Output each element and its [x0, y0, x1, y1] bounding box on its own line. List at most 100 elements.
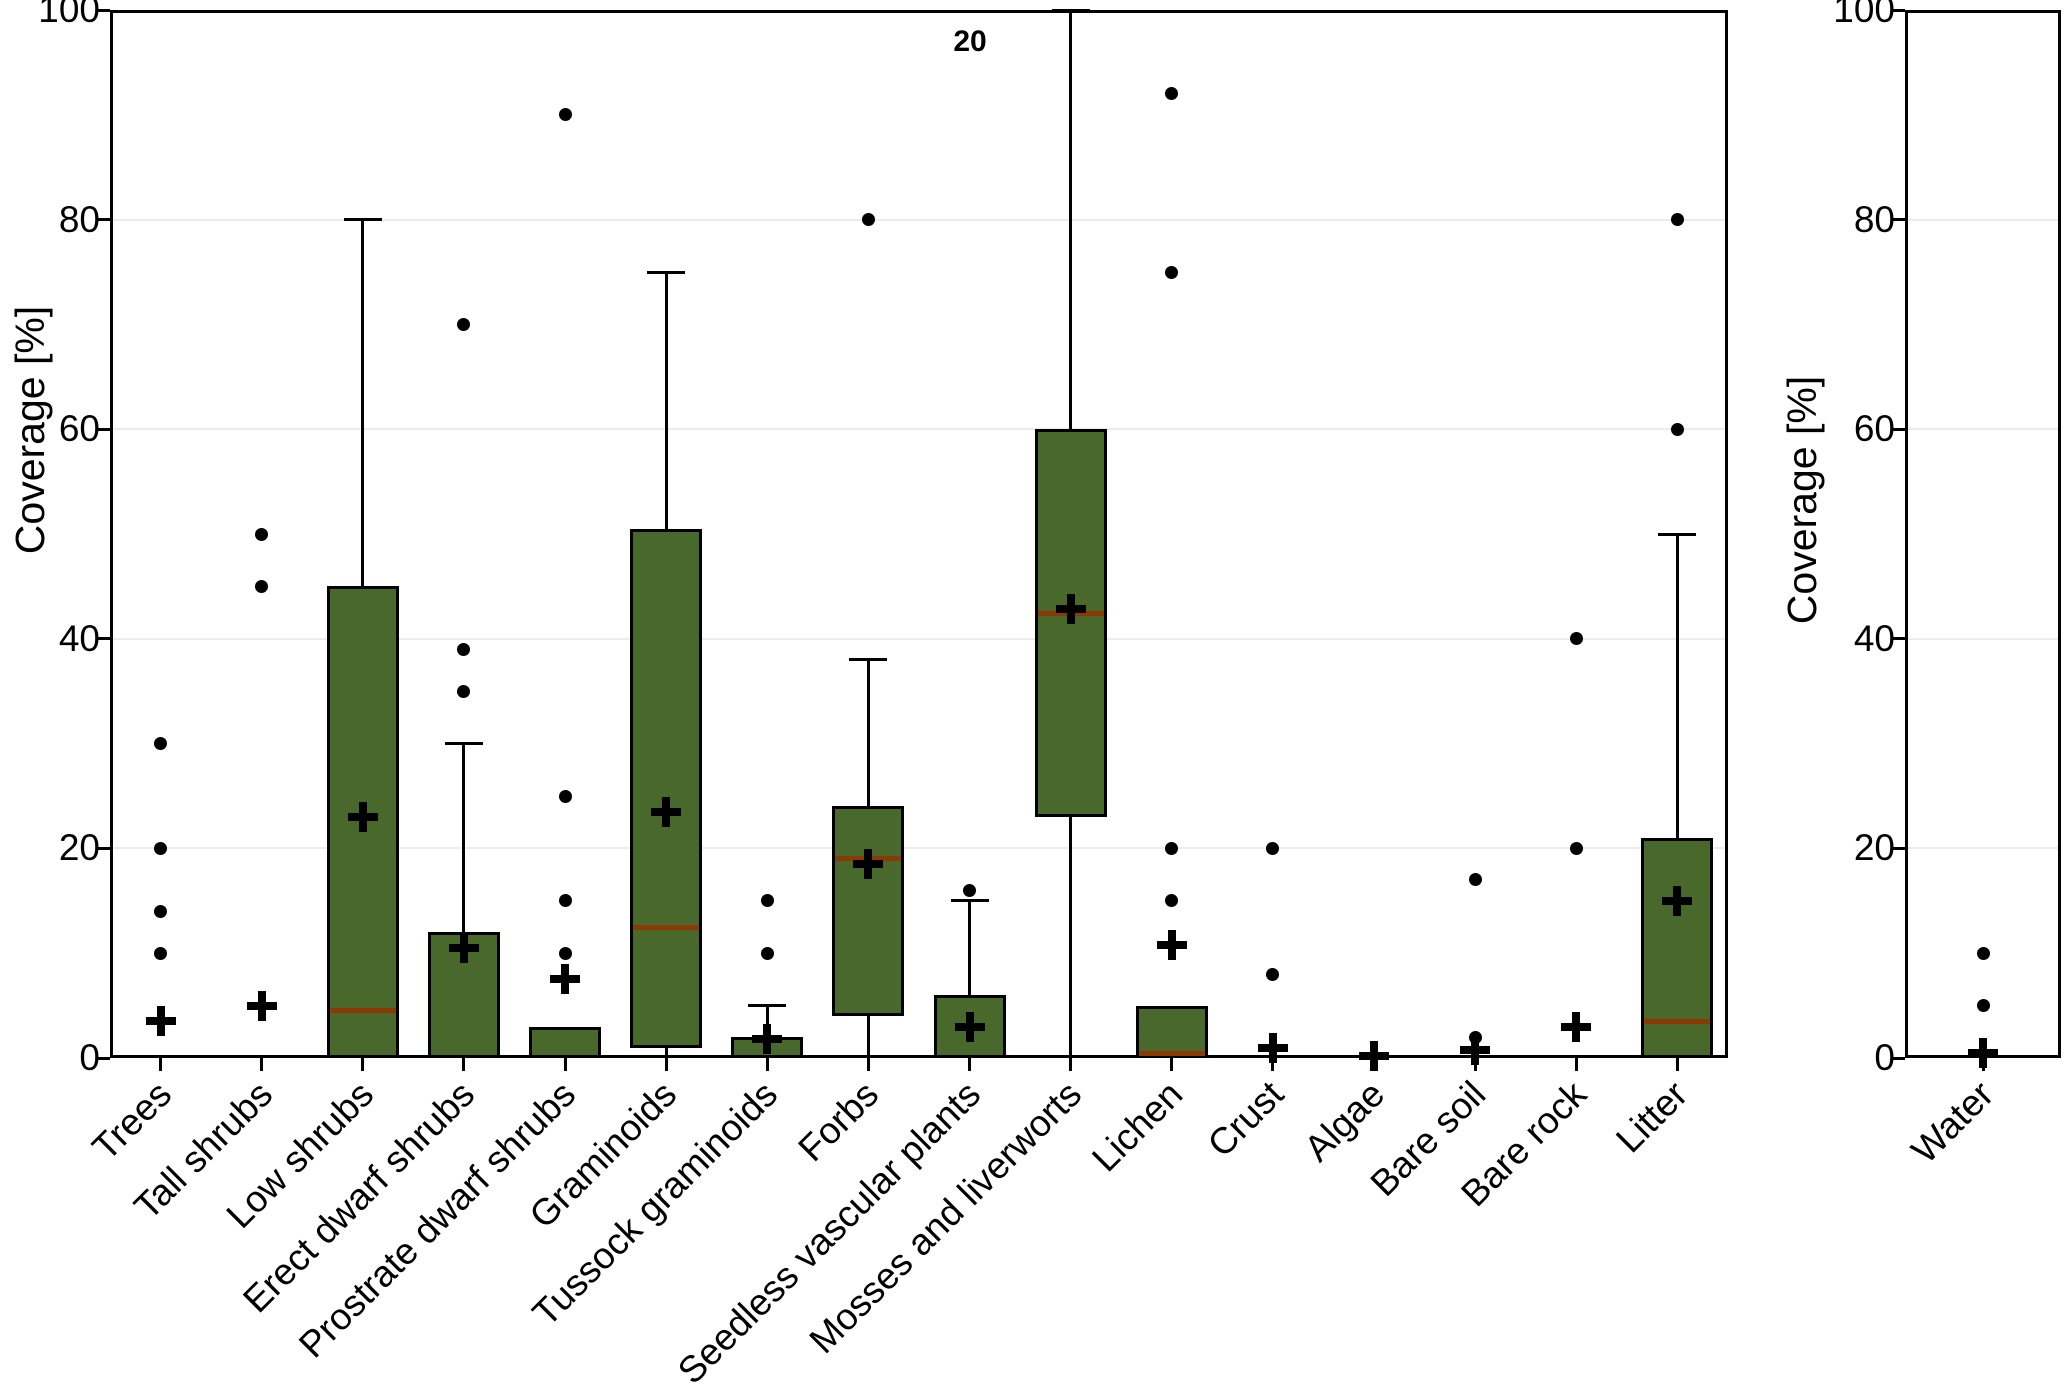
- x-axis-tick: [260, 1058, 264, 1071]
- outlier-dot: [154, 841, 168, 855]
- y-axis-tick: [96, 846, 110, 850]
- mean-marker: [561, 964, 570, 995]
- mean-marker: [1370, 1040, 1379, 1071]
- outlier-dot: [1976, 946, 1990, 960]
- box-iqr: [1641, 837, 1714, 1058]
- mean-marker: [1167, 929, 1176, 960]
- mean-marker: [358, 801, 367, 832]
- mean-marker: [763, 1024, 772, 1055]
- mean-marker: [1572, 1011, 1581, 1042]
- y-axis-tick: [1891, 1056, 1905, 1060]
- outlier-dot: [457, 684, 471, 698]
- median-line: [1644, 1018, 1711, 1024]
- y-axis-tick: [1891, 8, 1905, 12]
- whisker-line: [462, 743, 466, 1058]
- whisker-cap: [950, 899, 989, 903]
- x-axis-tick: [866, 1058, 870, 1071]
- mean-marker: [1066, 594, 1075, 625]
- y-axis-tick: [96, 427, 110, 431]
- box-iqr: [1135, 1005, 1208, 1058]
- box-iqr: [832, 806, 905, 1017]
- y-gridline: [1908, 218, 2058, 221]
- outlier-dot: [154, 737, 168, 751]
- y-gridline: [1908, 637, 2058, 640]
- y-axis-tick: [96, 637, 110, 641]
- mean-marker: [1268, 1032, 1277, 1063]
- outlier-dot: [558, 894, 572, 908]
- y-axis-tick: [96, 8, 110, 12]
- outlier-dot: [760, 894, 774, 908]
- y-tick-label: 0: [79, 1037, 100, 1078]
- whisker-cap: [748, 1004, 787, 1008]
- mean-marker: [965, 1011, 974, 1042]
- x-axis-tick: [462, 1058, 466, 1071]
- y-tick-label: 20: [1853, 827, 1895, 869]
- y-tick-label: 80: [58, 198, 100, 240]
- mean-marker: [1471, 1034, 1480, 1065]
- whisker-cap: [343, 218, 382, 222]
- mean-marker: [662, 796, 671, 827]
- y-tick-label: 80: [1853, 198, 1895, 240]
- y-tick-label: 0: [1874, 1037, 1895, 1078]
- y-gridline: [1908, 847, 2058, 850]
- category-tick-label: Water: [1903, 1073, 2002, 1172]
- x-axis-tick: [1574, 1058, 1578, 1071]
- whisker-cap: [1051, 8, 1090, 12]
- whisker-cap: [647, 270, 686, 274]
- x-axis-tick: [765, 1058, 769, 1071]
- y-tick-label: 40: [1853, 617, 1895, 659]
- y-axis-tick: [1891, 637, 1905, 641]
- median-line: [1138, 1051, 1205, 1057]
- y-gridline: [113, 637, 1725, 640]
- x-axis-tick: [1271, 1058, 1275, 1071]
- y-axis-tick: [1891, 846, 1905, 850]
- box-iqr: [630, 528, 703, 1048]
- x-axis-tick: [1170, 1058, 1174, 1071]
- outlier-dot: [1670, 213, 1684, 227]
- outlier-dot: [1165, 894, 1179, 908]
- mean-marker: [1673, 885, 1682, 916]
- y-gridline: [1908, 428, 2058, 431]
- whisker-line: [968, 900, 972, 1058]
- whisker-line: [1675, 534, 1679, 1058]
- x-axis-tick: [968, 1058, 972, 1071]
- outlier-dot: [1266, 967, 1280, 981]
- x-axis-tick: [1675, 1058, 1679, 1071]
- x-axis-tick: [361, 1058, 365, 1071]
- mean-marker: [257, 990, 266, 1021]
- outlier-dot: [255, 579, 269, 593]
- x-axis-tick: [664, 1058, 668, 1071]
- outlier-dot: [558, 789, 572, 803]
- outlier-dot: [457, 642, 471, 656]
- mean-marker: [459, 932, 468, 963]
- x-axis-tick: [563, 1058, 567, 1071]
- whisker-cap: [1658, 532, 1697, 536]
- outlier-dot: [457, 317, 471, 331]
- outlier-dot: [1468, 1030, 1482, 1044]
- right-plot-panel: [1905, 10, 2061, 1058]
- y-axis-tick: [1891, 427, 1905, 431]
- outlier-dot: [1569, 841, 1583, 855]
- mean-marker: [156, 1006, 165, 1037]
- y-tick-label: 60: [1853, 408, 1895, 450]
- outlier-dot: [1165, 841, 1179, 855]
- y-tick-label: 100: [1833, 0, 1895, 30]
- outlier-dot: [1165, 87, 1179, 101]
- count-annotation: 20: [953, 25, 987, 58]
- y-tick-label: 100: [38, 0, 100, 30]
- x-axis-tick: [159, 1058, 163, 1071]
- y-axis-tick: [1891, 218, 1905, 222]
- outlier-dot: [861, 213, 875, 227]
- outlier-dot: [558, 946, 572, 960]
- outlier-dot: [1165, 265, 1179, 279]
- mean-marker: [1979, 1037, 1987, 1068]
- outlier-dot: [760, 946, 774, 960]
- outlier-dot: [154, 946, 168, 960]
- y-gridline: [113, 428, 1725, 431]
- median-line: [633, 924, 700, 930]
- outlier-dot: [1976, 999, 1990, 1013]
- box-iqr: [529, 1026, 602, 1058]
- y-gridline: [113, 847, 1725, 850]
- outlier-dot: [963, 883, 977, 897]
